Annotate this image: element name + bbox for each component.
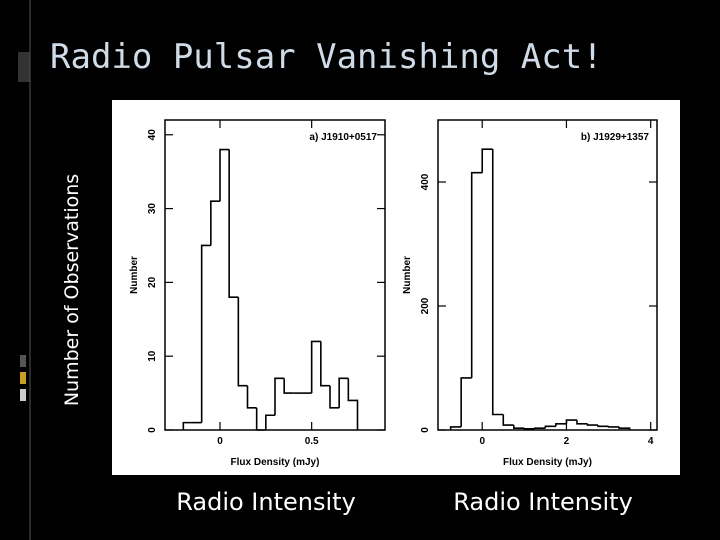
decor-square xyxy=(20,372,26,384)
y-tick-label: 200 xyxy=(420,297,431,314)
y-tick-label: 40 xyxy=(147,129,158,141)
histogram-step xyxy=(576,420,588,425)
x-tick-label: 4 xyxy=(648,436,654,447)
y-tick-label: 0 xyxy=(147,427,158,433)
x-tick-label: 0 xyxy=(479,436,485,447)
x-axis-label: Flux Density (mJy) xyxy=(231,457,320,468)
y-tick-label: 10 xyxy=(147,350,158,362)
histogram-step xyxy=(460,377,472,427)
x-tick-label: 2 xyxy=(564,436,570,447)
figure-panel xyxy=(112,100,680,475)
histogram-step xyxy=(481,148,493,173)
slide-y-label: Number of Observations xyxy=(61,174,83,406)
histogram-step xyxy=(502,414,514,426)
histogram-step xyxy=(565,419,577,424)
histogram-step xyxy=(338,377,349,408)
histogram-step xyxy=(310,340,321,394)
chart-annotation: b) J1929+1357 xyxy=(581,132,650,143)
y-tick-label: 30 xyxy=(147,203,158,215)
histogram-step xyxy=(246,385,257,409)
histogram-step xyxy=(255,407,266,431)
histogram-step xyxy=(274,377,285,416)
histogram-step xyxy=(200,244,211,423)
plot-frame xyxy=(164,119,386,431)
y-axis-label: Number xyxy=(129,256,140,294)
decor-square xyxy=(20,389,26,401)
x-tick-label: 0.5 xyxy=(305,436,319,447)
chart-annotation: a) J1910+0517 xyxy=(309,132,377,143)
histogram-step xyxy=(210,200,220,246)
x-tick-label: 0 xyxy=(217,436,223,447)
histogram-step xyxy=(597,425,609,428)
slide-x-label: Radio Intensity xyxy=(453,488,633,516)
histogram-step xyxy=(329,385,340,409)
histogram-step xyxy=(607,426,620,428)
histogram-step xyxy=(449,426,462,430)
histogram-step xyxy=(491,149,504,416)
histogram-step xyxy=(283,378,294,394)
y-tick-label: 400 xyxy=(420,173,431,190)
decor-bar xyxy=(18,52,30,82)
histogram-step xyxy=(586,423,599,426)
slide-title: Radio Pulsar Vanishing Act! xyxy=(50,37,603,77)
histogram-step xyxy=(544,425,556,429)
y-tick-label: 0 xyxy=(420,427,431,433)
y-tick-label: 20 xyxy=(147,276,158,288)
y-axis-label: Number xyxy=(402,256,413,294)
histogram-step xyxy=(228,149,239,298)
histogram-step xyxy=(219,148,230,202)
histogram-step xyxy=(555,423,567,427)
histogram-step xyxy=(347,378,359,430)
histogram-step xyxy=(523,427,535,430)
decor-square xyxy=(20,355,26,367)
plot-frame xyxy=(437,119,658,431)
histogram-step xyxy=(534,427,546,429)
histogram-step xyxy=(470,171,483,378)
histogram-step xyxy=(182,421,193,430)
histogram-step xyxy=(513,425,525,429)
histogram-step xyxy=(265,414,275,430)
histogram-step xyxy=(320,341,330,387)
histogram-step xyxy=(618,426,631,430)
histogram-step xyxy=(237,297,248,387)
slide-x-label: Radio Intensity xyxy=(176,488,356,516)
x-axis-label: Flux Density (mJy) xyxy=(503,457,592,468)
